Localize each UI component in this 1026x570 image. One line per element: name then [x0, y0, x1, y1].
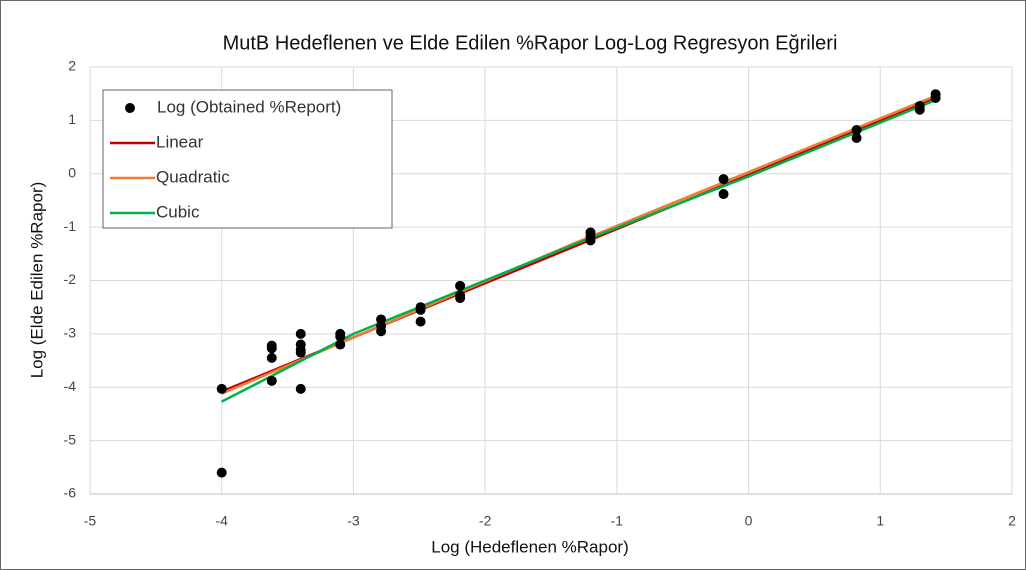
- y-tick-label: -3: [64, 325, 77, 341]
- x-axis-label: Log (Hedeflenen %Rapor): [431, 537, 629, 556]
- data-point: [585, 235, 596, 246]
- y-tick-label: 1: [68, 111, 76, 127]
- legend-box: [102, 89, 393, 229]
- data-point: [851, 124, 862, 135]
- legend-label: Linear: [156, 132, 204, 151]
- y-tick-label: -1: [64, 218, 77, 234]
- legend-label: Quadratic: [156, 167, 230, 186]
- x-tick-label: -1: [611, 513, 624, 529]
- data-point: [216, 383, 227, 394]
- data-point: [266, 375, 277, 386]
- data-point: [415, 316, 426, 327]
- y-tick-label: 0: [68, 164, 76, 180]
- x-tick-label: -2: [479, 513, 492, 529]
- data-point: [415, 304, 426, 315]
- legend-label: Log (Obtained %Report): [157, 97, 341, 116]
- data-point: [295, 347, 306, 358]
- data-point: [295, 328, 306, 339]
- data-point: [335, 339, 346, 350]
- data-point: [914, 104, 925, 115]
- chart-title: MutB Hedeflenen ve Elde Edilen %Rapor Lo…: [223, 32, 838, 54]
- data-point: [295, 383, 306, 394]
- x-tick-label: 2: [1008, 513, 1016, 529]
- data-point: [718, 174, 729, 185]
- data-point: [930, 92, 941, 103]
- x-tick-label: -4: [215, 513, 228, 529]
- fit-line: [221, 98, 937, 403]
- legend-marker: [125, 103, 135, 113]
- data-point: [851, 132, 862, 143]
- data-point: [266, 352, 277, 363]
- legend-label: Cubic: [156, 202, 200, 221]
- y-tick-label: -6: [64, 485, 77, 501]
- data-point: [455, 280, 466, 291]
- y-tick-label: -2: [64, 271, 77, 287]
- y-tick-label: 2: [68, 58, 76, 74]
- data-point: [335, 331, 346, 342]
- x-tick-label: 0: [745, 513, 753, 529]
- y-tick-label: -4: [64, 378, 77, 394]
- data-point: [216, 467, 227, 478]
- data-point: [266, 343, 277, 354]
- x-tick-label: -3: [347, 513, 360, 529]
- y-axis-label: Log (Elde Edilen %Rapor): [27, 182, 46, 379]
- y-tick-label: -5: [64, 431, 77, 447]
- x-tick-label: 1: [876, 513, 884, 529]
- x-tick-label: -5: [84, 513, 97, 529]
- data-point: [718, 189, 729, 200]
- data-point: [376, 326, 387, 337]
- data-point: [455, 293, 466, 304]
